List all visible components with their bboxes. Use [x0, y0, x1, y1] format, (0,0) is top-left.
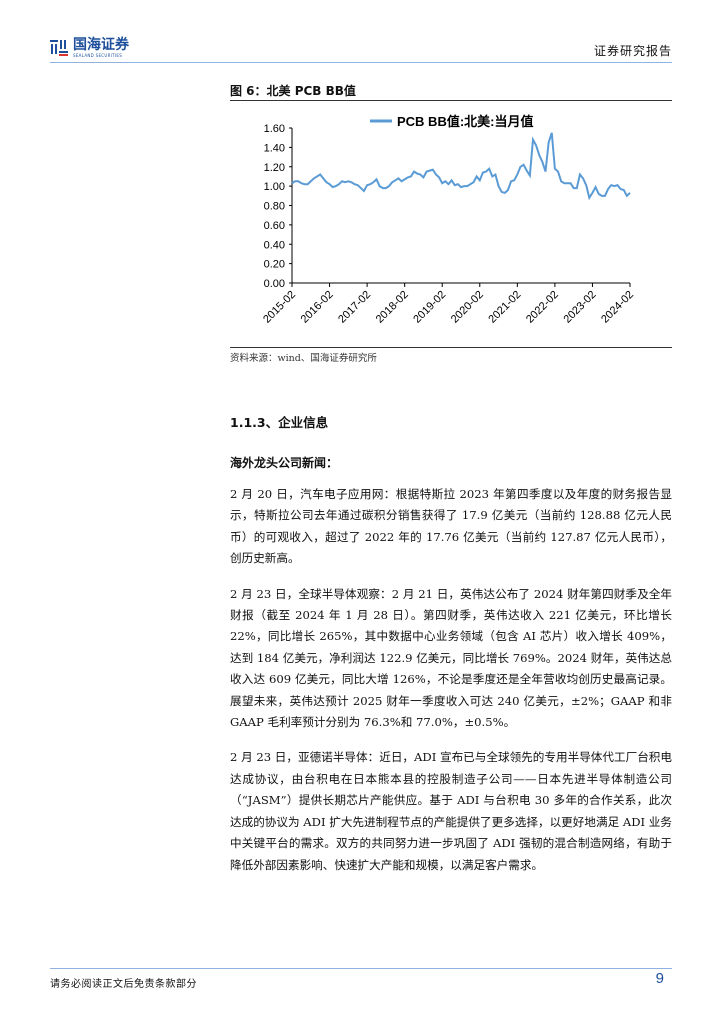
x-tick-label: 2019-02 [411, 289, 448, 326]
company-logo: 国海证券 SEALAND SECURITIES [50, 38, 129, 58]
section-content: 1.1.3、企业信息 海外龙头公司新闻： 2 月 20 日，汽车电子应用网：根据… [230, 414, 672, 890]
y-tick-label: 1.00 [264, 181, 285, 193]
x-tick-label: 2023-02 [562, 289, 599, 326]
x-tick-label: 2015-02 [261, 289, 298, 326]
header-divider [50, 62, 672, 63]
x-tick-label: 2022-02 [524, 289, 561, 326]
figure-top-rule [230, 100, 672, 101]
y-tick-label: 1.20 [264, 162, 285, 174]
figure-source: 资料来源：wind、国海证券研究所 [230, 353, 377, 364]
x-tick-label: 2020-02 [449, 289, 486, 326]
logo-english: SEALAND SECURITIES [73, 53, 123, 58]
figure-title: 图 6：北美 PCB BB值 [230, 84, 356, 98]
x-tick-label: 2021-02 [486, 289, 523, 326]
legend-label: PCB BB值:北美:当月值 [397, 114, 534, 129]
footer-disclaimer: 请务必阅读正文后免责条款部分 [50, 979, 197, 990]
series-line [291, 132, 631, 201]
news-paragraph: 2 月 23 日，亚德诺半导体：近日，ADI 宣布已与全球领先的专用半导体代工厂… [230, 750, 672, 872]
section-subheading: 海外龙头公司新闻： [230, 456, 339, 470]
logo-name: 国海证券 [73, 37, 129, 53]
bb-ratio-chart: 0.00 0.20 0.40 0.60 0.80 1.00 1.20 1.40 1.60 2015… [261, 114, 636, 326]
footer-divider [50, 968, 672, 969]
y-tick-label: 0.60 [264, 220, 285, 232]
news-paragraph: 2 月 20 日，汽车电子应用网：根据特斯拉 2023 年第四季度以及年度的财务… [230, 487, 672, 566]
section-heading: 1.1.3、企业信息 [230, 415, 329, 430]
y-tick-label: 0.00 [264, 278, 285, 290]
figure-bottom-rule [230, 347, 672, 348]
y-tick-label: 1.60 [264, 123, 285, 135]
y-tick-label: 0.40 [264, 239, 285, 251]
logo-mark-icon [50, 40, 68, 56]
news-paragraph: 2 月 23 日，全球半导体观察：2 月 21 日，英伟达公布了 2024 财年… [230, 586, 672, 730]
x-tick-label: 2017-02 [336, 289, 373, 326]
report-type: 证券研究报告 [593, 44, 672, 58]
x-tick-label: 2018-02 [374, 289, 411, 326]
y-tick-label: 1.40 [264, 142, 285, 154]
x-tick-label: 2016-02 [299, 289, 336, 326]
y-tick-label: 0.80 [264, 201, 285, 213]
page-number: 9 [655, 970, 664, 987]
y-tick-label: 0.20 [264, 259, 285, 271]
x-tick-label: 2024-02 [599, 289, 636, 326]
